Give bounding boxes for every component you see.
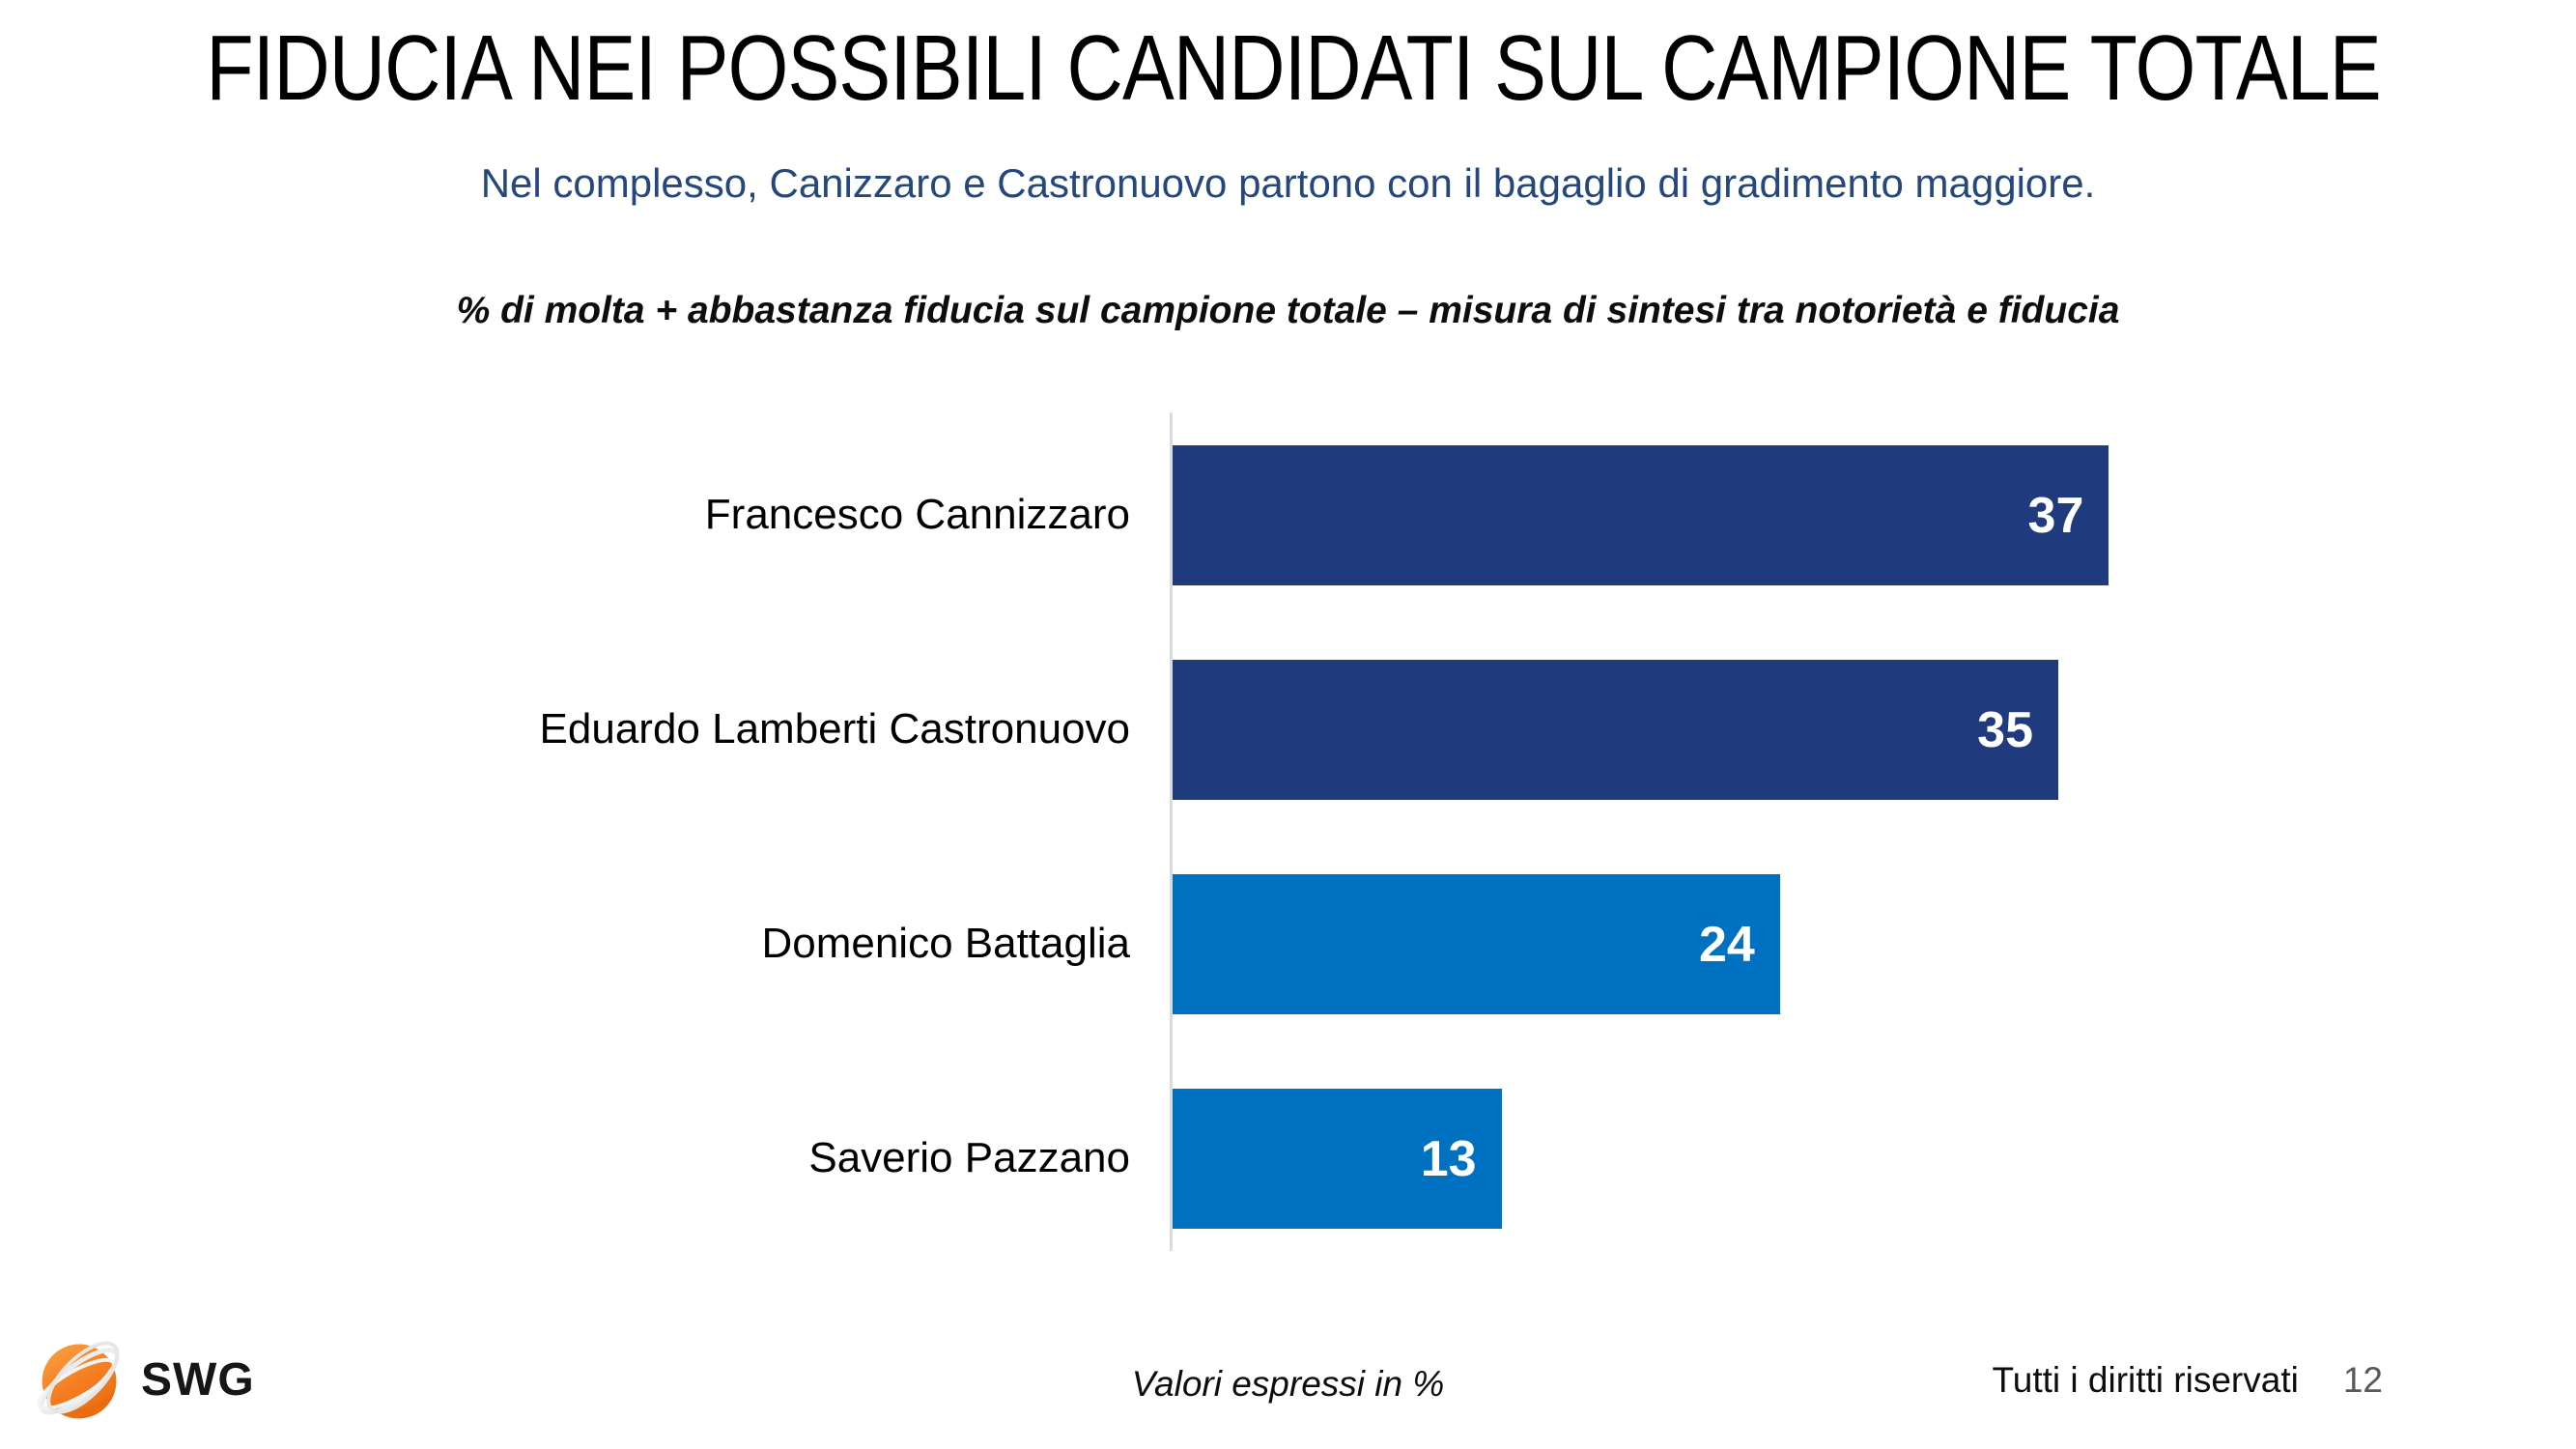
footer-right: Tutti i diritti riservati 12 <box>1993 1360 2383 1401</box>
bar: 13 <box>1173 1089 1502 1229</box>
bar-area: 24 <box>1173 874 2185 1014</box>
bar-area: 13 <box>1173 1089 2185 1229</box>
bar-value-label: 24 <box>1698 916 1755 973</box>
swg-globe-icon <box>37 1341 120 1419</box>
bar-category-label: Saverio Pazzano <box>808 1134 1130 1182</box>
page-title: FIDUCIA NEI POSSIBILI CANDIDATI SUL CAMP… <box>206 16 2381 120</box>
slide-subtitle: Nel complesso, Canizzaro e Castronuovo p… <box>480 160 2096 206</box>
bar-value-label: 35 <box>1977 701 2033 758</box>
bar-row: Domenico Battaglia 24 <box>0 874 2185 1014</box>
bar-chart: Francesco Cannizzaro 37 Eduardo Lamberti… <box>0 412 2415 1251</box>
bar: 37 <box>1173 445 2109 585</box>
bar-value-label: 37 <box>2027 487 2084 544</box>
chart-axis-line <box>1170 412 1173 1251</box>
bar-value-label: 13 <box>1420 1130 1477 1187</box>
bar-category-label: Eduardo Lamberti Castronuovo <box>539 705 1130 753</box>
bar-row: Saverio Pazzano 13 <box>0 1089 2185 1229</box>
bar-category-label: Francesco Cannizzaro <box>704 491 1130 539</box>
page-number: 12 <box>2342 1360 2383 1400</box>
bar-row: Francesco Cannizzaro 37 <box>0 445 2185 585</box>
rights-reserved-text: Tutti i diritti riservati <box>1992 1360 2299 1400</box>
bar-rows: Francesco Cannizzaro 37 Eduardo Lamberti… <box>0 445 2185 1229</box>
swg-logo: SWG <box>33 1333 255 1426</box>
footer-note: Valori espressi in % <box>1131 1364 1445 1404</box>
bar-area: 37 <box>1173 445 2185 585</box>
bar: 35 <box>1173 660 2058 800</box>
bar: 24 <box>1173 874 1780 1014</box>
bar-area: 35 <box>1173 660 2185 800</box>
chart-caption: % di molta + abbastanza fiducia sul camp… <box>456 290 2120 331</box>
bar-category-label: Domenico Battaglia <box>761 920 1130 968</box>
bar-row: Eduardo Lamberti Castronuovo 35 <box>0 660 2185 800</box>
swg-logo-text: SWG <box>141 1353 255 1406</box>
